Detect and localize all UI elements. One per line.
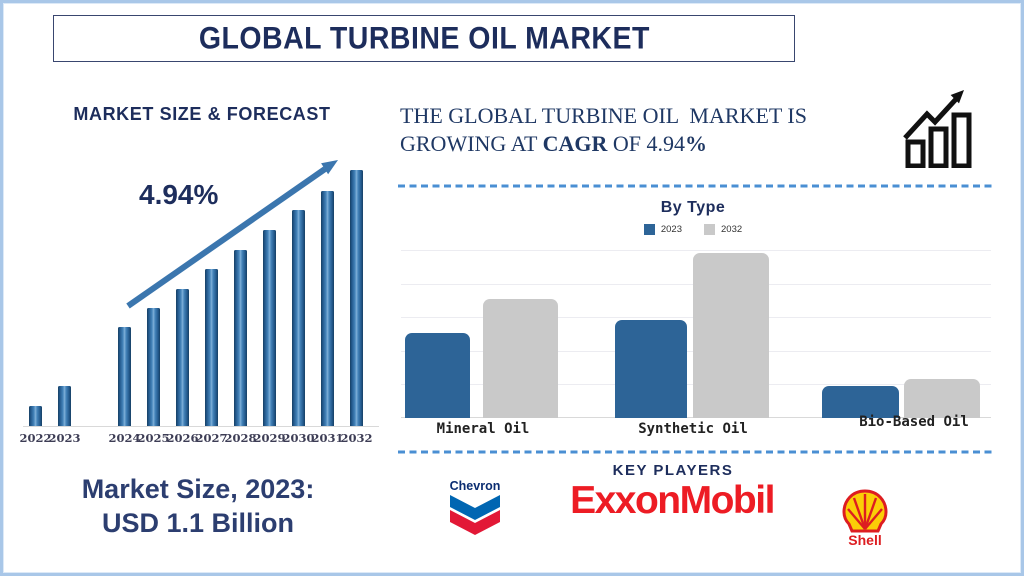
headline: THE GLOBAL TURBINE OIL MARKET IS GROWING … (400, 102, 880, 158)
forecast-axis-line (23, 426, 379, 427)
headline-cagr-bold: CAGR (542, 131, 608, 156)
by-type-bar-2023-0 (405, 333, 470, 418)
shell-wordmark: Shell (848, 532, 881, 548)
forecast-year-label-2028: 2028 (224, 431, 257, 445)
by-type-chart: Mineral Oil Synthetic Oil Bio-Based Oil (401, 250, 991, 437)
by-type-title: By Type (660, 199, 726, 216)
by-type-gridline (401, 250, 991, 251)
market-size-line2: USD 1.1 Billion (101, 508, 295, 538)
exxonmobil-logo: ExxonMobil (570, 479, 775, 522)
market-size-forecast-heading: MARKET SIZE & FORECAST (73, 104, 331, 124)
headline-line2-mid: OF 4.94 (607, 131, 685, 156)
forecast-bar-2022 (29, 406, 42, 426)
headline-line1: THE GLOBAL TURBINE OIL MARKET IS (400, 103, 807, 128)
by-type-bar-2032-2 (904, 379, 980, 418)
dashed-divider-top (398, 184, 992, 188)
forecast-bar-2030 (292, 210, 305, 426)
forecast-year-label-2024: 2024 (108, 431, 141, 445)
forecast-year-label-2031: 2031 (311, 431, 344, 445)
by-type-bar-2032-0 (483, 299, 558, 418)
forecast-year-label-2023: 2023 (48, 431, 81, 445)
forecast-year-label-2032: 2032 (340, 431, 373, 445)
trend-arrow (126, 160, 338, 309)
legend-swatch-2032 (704, 224, 715, 235)
forecast-bar-2027 (205, 269, 218, 426)
forecast-bar-2025 (147, 308, 160, 426)
market-size-callout: Market Size, 2023: USD 1.1 Billion (29, 472, 367, 540)
market-forecast-chart (3, 153, 385, 426)
cagr-annotation: 4.94% (139, 179, 219, 210)
chevron-red-band (450, 510, 500, 535)
legend-label-2032: 2032 (721, 224, 743, 235)
forecast-year-label-2030: 2030 (282, 431, 315, 445)
legend-label-2023: 2023 (660, 224, 682, 235)
forecast-bar-2028 (234, 250, 247, 426)
forecast-bar-2023 (58, 386, 71, 426)
market-size-line1: Market Size, 2023: (81, 474, 315, 504)
chevron-wordmark: Chevron (450, 479, 501, 493)
legend-item-2023: 2023 (643, 224, 682, 235)
legend-item-2032: 2032 (704, 224, 742, 235)
by-type-bar-2023-2 (822, 386, 899, 418)
legend-swatch-2023 (643, 224, 655, 235)
forecast-bar-2026 (176, 289, 189, 426)
by-type-legend: 2023 2032 (543, 224, 843, 235)
headline-line2-pre: GROWING AT (400, 131, 543, 156)
page-title: GLOBAL TURBINE OIL MARKET (198, 20, 650, 56)
chevron-logo: Chevron (450, 479, 501, 535)
forecast-year-label-2029: 2029 (253, 431, 286, 445)
forecast-bar-2024 (118, 327, 131, 426)
chevron-blue-band (450, 495, 500, 520)
bar-chart-rising-arrow-icon (903, 90, 972, 168)
forecast-year-label-2025: 2025 (137, 431, 170, 445)
forecast-bar-2031 (321, 191, 334, 426)
shell-logo: Shell (842, 489, 888, 548)
headline-pct-bold: % (685, 131, 707, 156)
forecast-bar-2032 (350, 170, 363, 426)
forecast-year-label-2022: 2022 (19, 431, 52, 445)
by-type-category-label: Bio-Based Oil (859, 414, 969, 430)
by-type-bar-2032-1 (693, 253, 769, 418)
forecast-year-axis: 2022 2023 2024 2025 2026 2027 2028 2029 2030 2031… (3, 431, 385, 447)
dashed-divider-bottom (398, 450, 992, 454)
title-banner: GLOBAL TURBINE OIL MARKET (53, 15, 795, 62)
forecast-bar-2029 (263, 230, 276, 426)
forecast-year-label-2027: 2027 (195, 431, 228, 445)
by-type-bar-2023-1 (615, 320, 687, 418)
forecast-year-label-2026: 2026 (166, 431, 199, 445)
by-type-category-label: Synthetic Oil (638, 421, 748, 437)
by-type-category-label: Mineral Oil (436, 421, 530, 437)
key-players-heading: KEY PLAYERS (612, 462, 734, 479)
